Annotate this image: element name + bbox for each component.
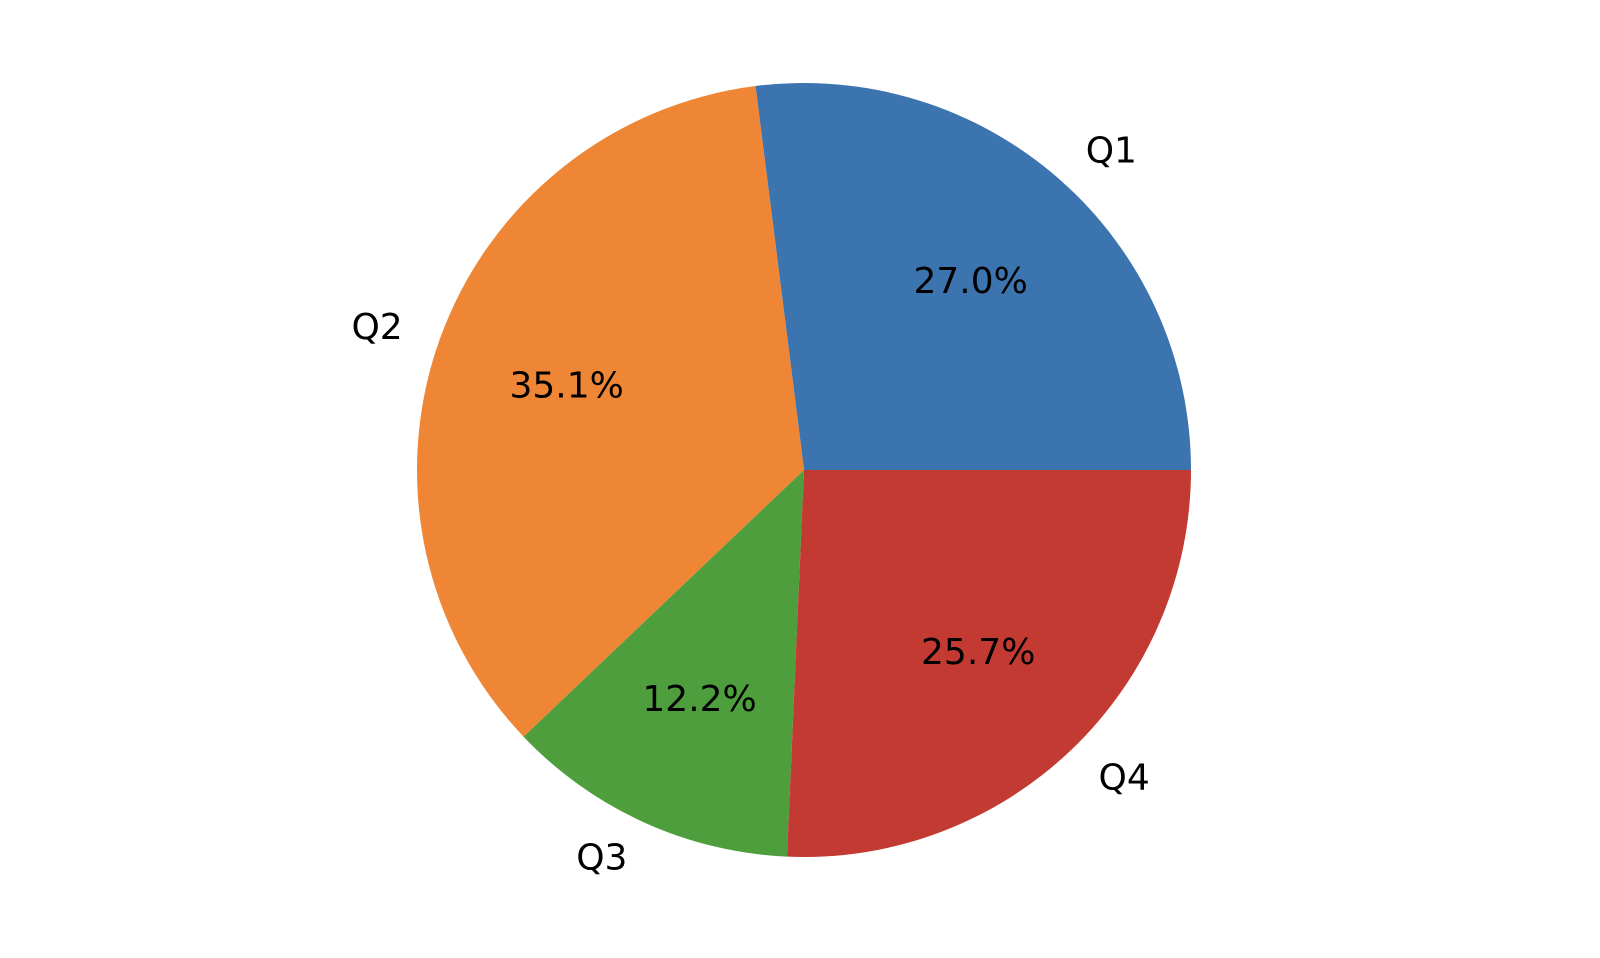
slice-pct-q2: 35.1% <box>509 365 623 406</box>
pie-slice-q2 <box>416 86 804 737</box>
slice-label-q2: Q2 <box>351 307 402 348</box>
slice-pct-q3: 12.2% <box>642 679 756 720</box>
slice-pct-q1: 27.0% <box>913 261 1027 302</box>
pie-slice-q3 <box>523 470 804 857</box>
pie-slice-q1 <box>755 82 1191 470</box>
slice-label-q4: Q4 <box>1099 758 1150 799</box>
pie-slice-q4 <box>786 470 1191 858</box>
slice-pct-q4: 25.7% <box>921 632 1035 673</box>
slice-label-q3: Q3 <box>576 838 627 879</box>
slice-label-q1: Q1 <box>1086 130 1137 171</box>
